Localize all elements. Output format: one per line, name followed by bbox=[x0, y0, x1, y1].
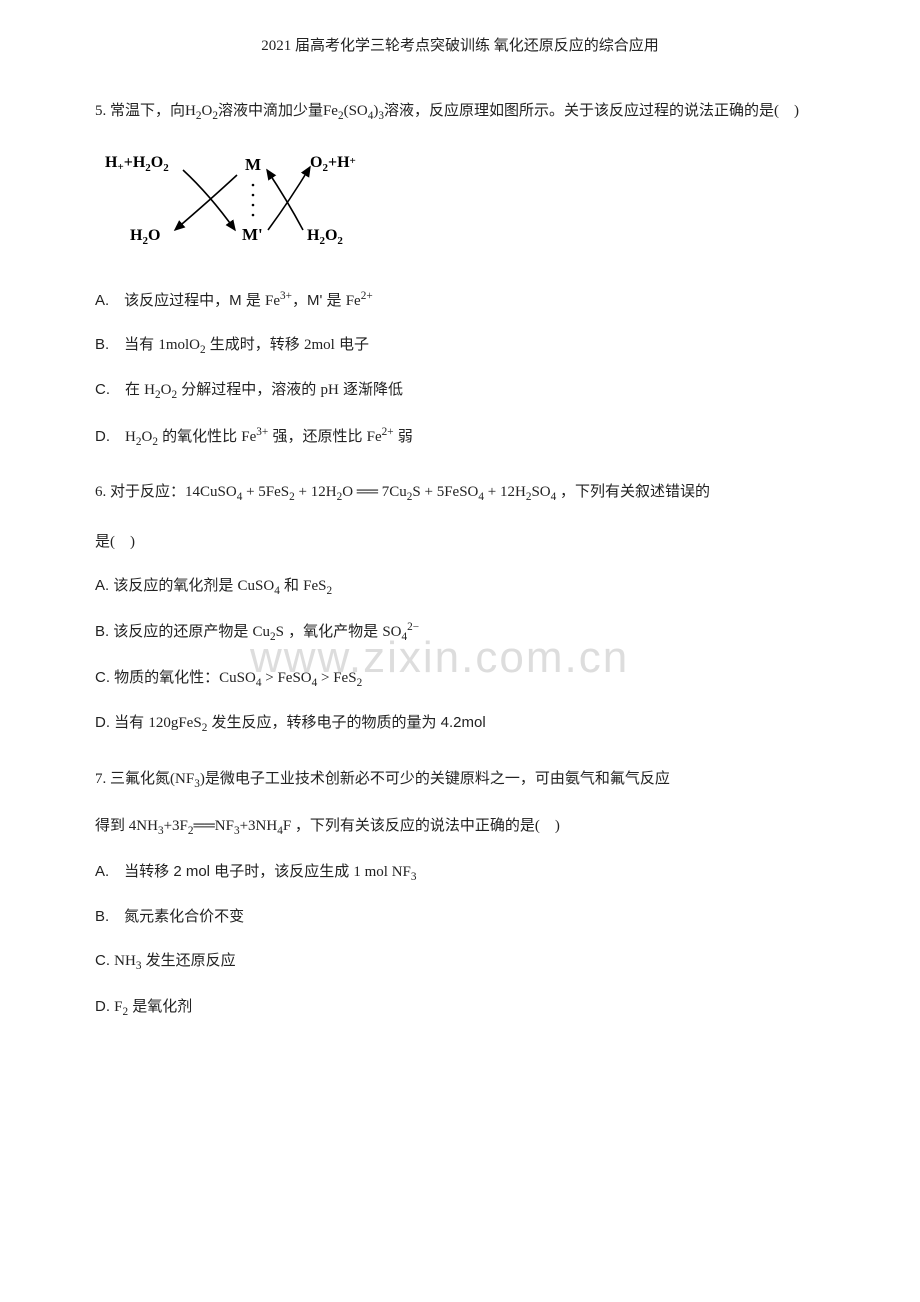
q7-stem-line2: 得到 4NH3+3F2══NF3+3NH4F ，下列有关该反应的说法中正确的是(… bbox=[95, 811, 825, 843]
question-6: 6. 对于反应：14CuSO4 + 5FeS2 + 12H2O ══ 7Cu2S… bbox=[95, 477, 825, 740]
q5-option-c: C. 在 H2O2 分解过程中，溶液的 pH 逐渐降低 bbox=[95, 375, 825, 407]
q5-option-a: A. 该反应过程中，M 是 Fe3+，M' 是 Fe2+ bbox=[95, 285, 825, 316]
diag-arrow-2 bbox=[175, 175, 237, 230]
diag-left-top: H++H2O2 bbox=[105, 154, 169, 174]
diag-mprime: M' bbox=[242, 225, 263, 244]
diag-right-top: O2+H+ bbox=[310, 154, 356, 174]
q6-stem: 6. 对于反应：14CuSO4 + 5FeS2 + 12H2O ══ 7Cu2S… bbox=[95, 477, 825, 509]
diag-arrow-3 bbox=[268, 167, 310, 230]
q5-option-b: B. 当有 1molO2 生成时，转移 2mol 电子 bbox=[95, 330, 825, 362]
q7-option-a: A. 当转移 2 mol 电子时，该反应生成 1 mol NF3 bbox=[95, 857, 825, 889]
q5-diagram: H++H2O2 H2O O2+H+ H2O2 M M' bbox=[95, 145, 825, 263]
q5-stem-text2: 溶液中滴加少量 bbox=[218, 103, 323, 119]
diag-left-bottom: H2O bbox=[130, 227, 160, 247]
q6-option-c: C. 物质的氧化性：CuSO4 > FeSO4 > FeS2 bbox=[95, 663, 825, 695]
q5-option-d: D. H2O2 的氧化性比 Fe3+ 强，还原性比 Fe2+ 弱 bbox=[95, 421, 825, 454]
q5-diagram-svg: H++H2O2 H2O O2+H+ H2O2 M M' bbox=[95, 145, 375, 255]
q6-option-d: D. 当有 120gFeS2 发生反应，转移电子的物质的量为 4.2mol bbox=[95, 708, 825, 740]
q6-option-a: A. 该反应的氧化剂是 CuSO4 和 FeS2 bbox=[95, 571, 825, 603]
q7-stem-line1: 7. 三氟化氮(NF3)是微电子工业技术创新必不可少的关键原料之一，可由氨气和氟… bbox=[95, 764, 825, 796]
diag-right-bottom: H2O2 bbox=[307, 227, 343, 247]
diag-dot bbox=[252, 184, 255, 187]
diag-dot bbox=[252, 194, 255, 197]
q5-stem-text1: 5. 常温下，向 bbox=[95, 103, 185, 119]
q5-formula-h2o2: H2O2 bbox=[185, 103, 218, 119]
diag-dot bbox=[252, 204, 255, 207]
q6-option-b: B. 该反应的还原产物是 Cu2S ，氧化产物是 SO42− bbox=[95, 616, 825, 649]
diag-m: M bbox=[245, 155, 261, 174]
q6-stem-cont: 是( ) bbox=[95, 527, 825, 557]
diag-arrow-4 bbox=[267, 170, 303, 230]
page-content: 2021 届高考化学三轮考点突破训练 氧化还原反应的综合应用 5. 常温下，向H… bbox=[95, 35, 825, 1023]
question-5: 5. 常温下，向H2O2溶液中滴加少量Fe2(SO4)3溶液，反应原理如图所示。… bbox=[95, 96, 825, 454]
diag-dot bbox=[252, 214, 255, 217]
q7-option-d: D. F2 是氧化剂 bbox=[95, 992, 825, 1024]
q7-option-b: B. 氮元素化合价不变 bbox=[95, 902, 825, 932]
page-header: 2021 届高考化学三轮考点突破训练 氧化还原反应的综合应用 bbox=[95, 35, 825, 58]
q7-option-c: C. NH3 发生还原反应 bbox=[95, 946, 825, 978]
q5-stem-text3: 溶液，反应原理如图所示。关于该反应过程的说法正确的是( ) bbox=[384, 103, 799, 119]
q5-formula-fe2so43: Fe2(SO4)3 bbox=[323, 103, 384, 119]
question-7: 7. 三氟化氮(NF3)是微电子工业技术创新必不可少的关键原料之一，可由氨气和氟… bbox=[95, 764, 825, 1024]
q5-stem: 5. 常温下，向H2O2溶液中滴加少量Fe2(SO4)3溶液，反应原理如图所示。… bbox=[95, 96, 825, 128]
